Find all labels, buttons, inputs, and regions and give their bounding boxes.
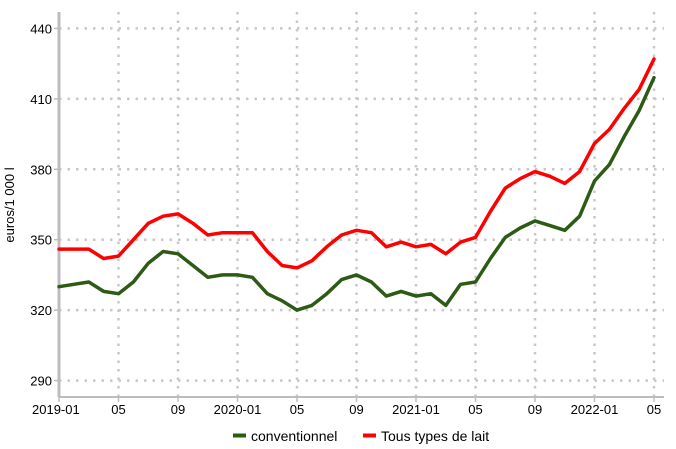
x-tick-label: 05 <box>468 402 482 417</box>
legend-label: conventionnel <box>251 428 337 444</box>
x-tick-label: 2022-01 <box>571 402 619 417</box>
x-tick-label: 05 <box>290 402 304 417</box>
y-tick-label: 320 <box>30 303 52 318</box>
y-tick-label: 440 <box>30 21 52 36</box>
y-tick-labels: 290 320 350 380 410 440 <box>30 21 59 389</box>
x-tick-label: 05 <box>111 402 125 417</box>
x-tick-label: 2021-01 <box>392 402 440 417</box>
y-axis-label: euros/1 000 l <box>2 167 17 242</box>
x-tick-labels: 2019-01 05 09 2020-01 05 09 2021-01 05 09 2022-01… <box>32 397 661 417</box>
x-tick-label: 2020-01 <box>214 402 262 417</box>
series-line-0 <box>57 75 656 312</box>
legend-label: Tous types de lait <box>381 428 489 444</box>
series-lines <box>57 57 656 312</box>
legend-swatch <box>363 433 376 438</box>
legend: conventionnel Tous types de lait <box>233 428 489 444</box>
x-tick-label: 09 <box>349 402 363 417</box>
y-tick-label: 380 <box>30 162 52 177</box>
x-tick-label: 09 <box>528 402 542 417</box>
y-tick-label: 290 <box>30 374 52 389</box>
y-tick-label: 410 <box>30 92 52 107</box>
x-tick-label: 05 <box>647 402 661 417</box>
x-tick-label: 2019-01 <box>32 402 80 417</box>
grid-lines <box>57 12 664 397</box>
legend-swatch <box>233 433 246 438</box>
axes <box>57 12 664 398</box>
x-tick-label: 09 <box>171 402 185 417</box>
y-tick-label: 350 <box>30 233 52 248</box>
series-line-1 <box>57 57 656 270</box>
